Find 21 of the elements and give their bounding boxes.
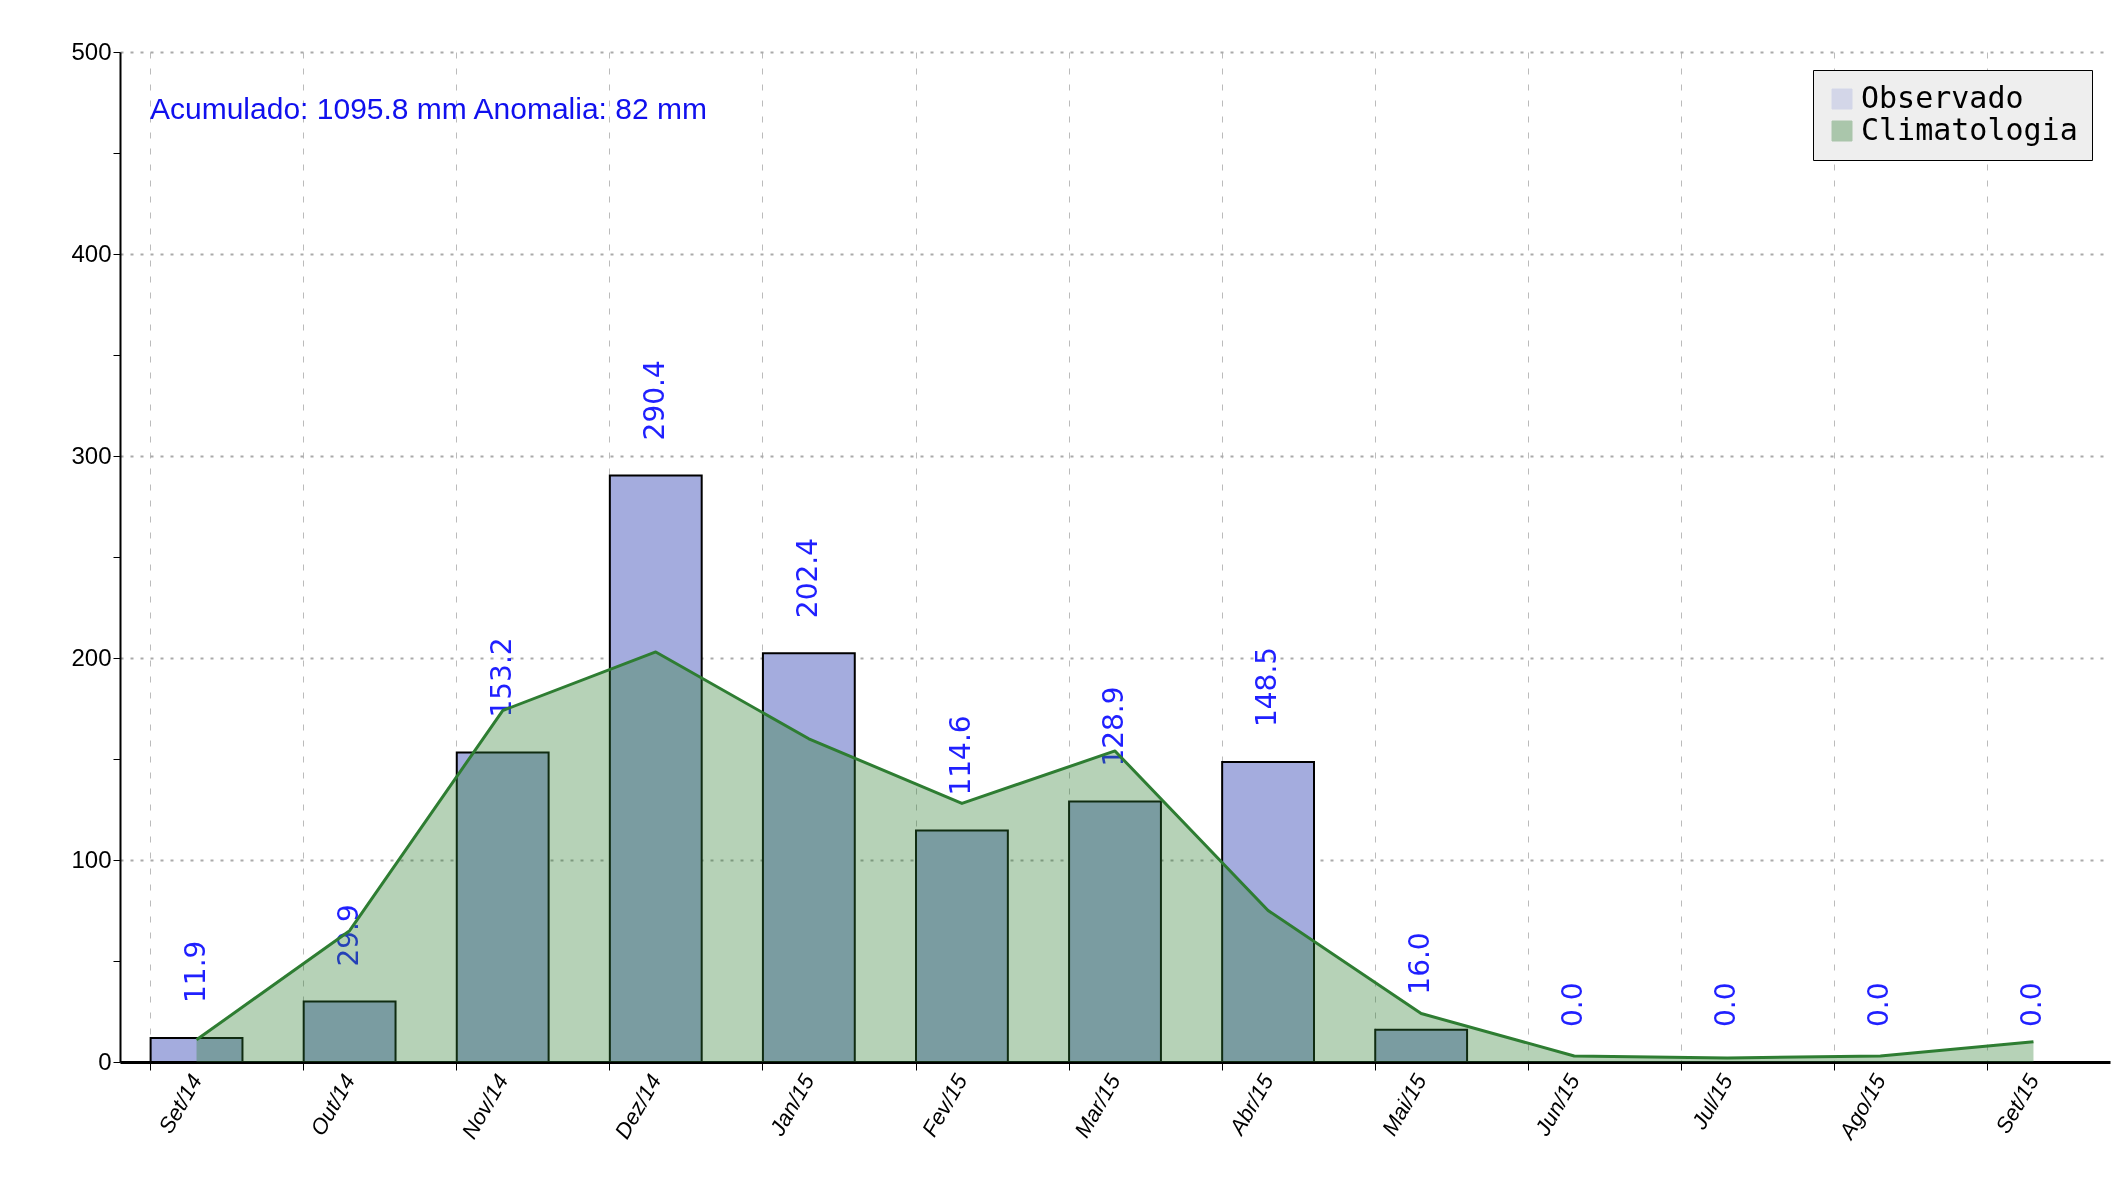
data-label: 114.6 — [943, 715, 977, 796]
y-tick-label: 200 — [71, 643, 112, 671]
y-tick-label: 400 — [71, 239, 112, 267]
y-tick-label: 500 — [71, 37, 112, 65]
data-label: 0.0 — [1556, 982, 1590, 1027]
data-label: 148.5 — [1250, 646, 1284, 728]
data-label: 0.0 — [1709, 982, 1743, 1027]
legend-label: Observado — [1861, 80, 2024, 115]
legend-label: Climatologia — [1861, 112, 2078, 147]
data-label: 16.0 — [1403, 932, 1437, 995]
data-label: 0.0 — [1862, 982, 1896, 1027]
data-label: 202.4 — [790, 537, 824, 619]
y-tick-label: 300 — [71, 441, 112, 469]
y-tick-label: 100 — [71, 845, 112, 873]
data-label: 11.9 — [178, 940, 212, 1003]
data-label: 0.0 — [2015, 982, 2049, 1027]
data-label: 290.4 — [637, 360, 671, 441]
data-label: 153.2 — [484, 637, 518, 718]
y-tick-label: 0 — [98, 1047, 112, 1075]
annotation: Acumulado: 1095.8 mm Anomalia: 82 mm — [150, 92, 707, 125]
data-label: 128.9 — [1097, 686, 1130, 767]
